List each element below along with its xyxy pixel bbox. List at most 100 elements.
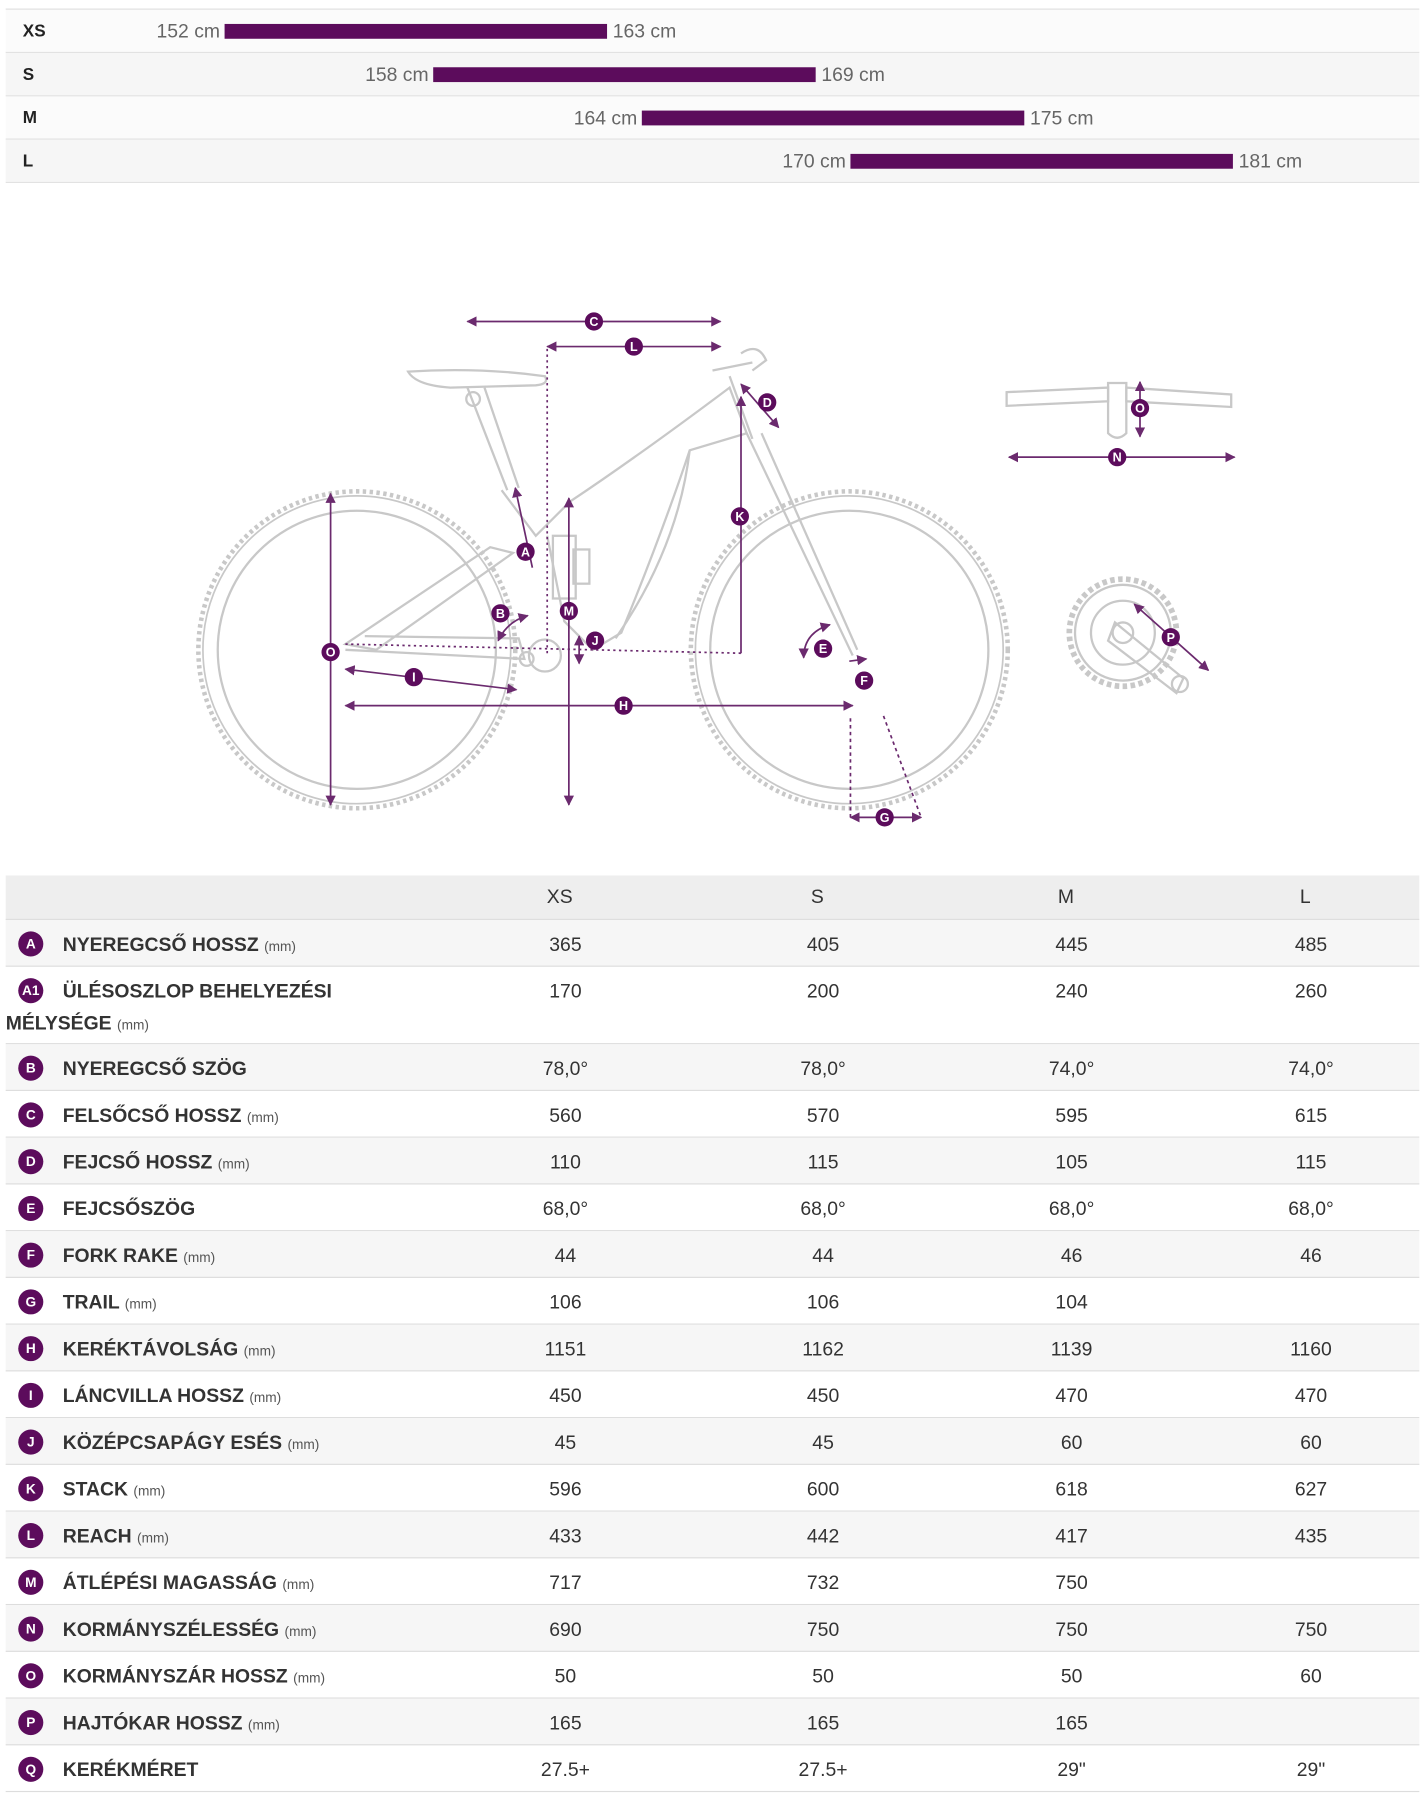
cell-value: 1162 [802,1338,844,1361]
cell-value: 46 [1060,1244,1083,1267]
cell-value: 60 [1060,1431,1083,1454]
row-name: LÁNCVILLA HOSSZ [62,1385,244,1407]
marker-letter: P [1167,631,1175,645]
row-name: KERÉKTÁVOLSÁG [62,1338,239,1361]
marker-dot [1108,448,1127,467]
max-label: 169 cm [821,64,885,86]
badge: Q [18,1756,44,1782]
cell-value: 165 [806,1712,840,1734]
cell-value: 110 [549,1151,581,1174]
badge: A1 [18,977,44,1003]
cell-value: 600 [806,1478,840,1501]
table-row: A NYEREGCSŐ HOSSZ (mm) 365 405 445 485 [5,919,1420,967]
cell-value: 450 [806,1385,840,1407]
badge: A [18,930,44,956]
cell-value: 170 [549,980,582,1003]
cell-value: 470 [1055,1385,1088,1407]
size-label: L [23,151,33,170]
marker-letter: B [496,607,505,621]
cell-value: 260 [1294,980,1328,1003]
bike-diagram [196,347,1233,811]
cell-value: 45 [812,1431,834,1454]
badge: L [18,1522,44,1548]
row-label: F FORK RAKE (mm) [6,1240,394,1273]
unit: (mm) [247,1716,280,1733]
cell-value: 106 [806,1291,840,1314]
marker-letter: J [592,634,599,648]
unit: (mm) [217,1155,250,1172]
unit: (mm) [137,1529,169,1546]
marker-dot [585,631,605,650]
unit: (mm) [287,1436,320,1453]
cell-value: 750 [1055,1572,1088,1594]
size-bar [641,110,1025,126]
table-header: XS S M L [5,875,1420,920]
cell-value: 68,0° [800,1198,846,1220]
row-label: L REACH (mm) [6,1521,394,1554]
row-name: KORMÁNYSZÉLESSÉG [62,1618,280,1641]
badge: H [18,1335,44,1361]
row-name: NYEREGCSŐ SZÖG [62,1057,247,1080]
marker-dot [875,808,894,827]
max-label: 175 cm [1030,107,1094,129]
row-label: G TRAIL (mm) [6,1287,394,1320]
row-label: K STACK (mm) [6,1474,394,1507]
row-name: HAJTÓKAR HOSSZ [62,1712,243,1734]
unit: (mm) [133,1483,166,1500]
table-row: F FORK RAKE (mm) 44 44 46 46 [5,1231,1420,1278]
row-label: M ÁTLÉPÉSI MAGASSÁG (mm) [6,1568,394,1601]
marker-dot [1161,628,1180,647]
marker-dot [855,671,874,690]
marker-letter: C [589,315,598,329]
cell-value: 732 [806,1572,840,1594]
cell-value: 78,0° [800,1057,846,1080]
badge: J [18,1429,44,1455]
marker-letter: E [819,642,827,656]
table-row: L REACH (mm) 433 442 417 435 [5,1511,1420,1559]
cell-value: 29" [1296,1759,1326,1781]
geometry-table: XS S M L A NYEREGCSŐ HOSSZ (mm) 365 405 445 485 A1… [5,875,1420,1793]
cell-value: 68,0° [1048,1198,1095,1220]
cell-value: 78,0° [542,1057,589,1080]
cell-value: 105 [1055,1151,1088,1174]
column-header: S [810,885,824,908]
cell-value: 50 [812,1665,834,1688]
cell-value: 417 [1055,1525,1088,1547]
marker-letter: A [521,545,530,559]
table-row: M ÁTLÉPÉSI MAGASSÁG (mm) 717 732 750 [5,1558,1420,1606]
marker-dot [584,312,604,331]
min-label: 152 cm [157,21,220,43]
badge: G [18,1288,44,1314]
row-label: N KORMÁNYSZÉLESSÉG (mm) [6,1614,394,1647]
row-label: Q KERÉKMÉRET [6,1754,394,1786]
row-label: E FEJCSŐSZÖG [6,1194,394,1226]
marker-dot [1130,399,1150,418]
row-label: B NYEREGCSŐ SZÖG [6,1053,394,1085]
size-label: S [23,65,34,84]
cell-value: 365 [549,933,582,956]
cell-value: 74,0° [1288,1057,1334,1080]
cell-value: 60 [1300,1431,1322,1454]
cell-value: 750 [1055,1618,1088,1641]
cell-value: 570 [806,1104,840,1127]
min-label: 164 cm [574,107,638,129]
cell-value: 1160 [1290,1338,1332,1361]
table-row: C FELSŐCSŐ HOSSZ (mm) 560 570 595 615 [5,1091,1420,1138]
badge: D [18,1148,44,1174]
table-row: P HAJTÓKAR HOSSZ (mm) 165 165 165 [5,1698,1420,1746]
cell-value: 750 [1294,1618,1328,1641]
table-row: K STACK (mm) 596 600 618 627 [5,1465,1420,1512]
cell-value: 50 [1060,1665,1083,1688]
cell-value: 442 [806,1525,840,1547]
marker-dot [491,604,510,623]
marker-letter: O [326,646,336,660]
size-bar [224,23,608,39]
cell-value: 165 [1055,1712,1088,1734]
marker-letter: L [630,340,638,354]
cell-value: 690 [549,1618,582,1641]
cell-value: 1151 [544,1338,587,1361]
marker-dot [321,642,340,662]
row-label: J KÖZÉPCSAPÁGY ESÉS (mm) [6,1427,394,1460]
marker-letter: O [1135,402,1145,416]
